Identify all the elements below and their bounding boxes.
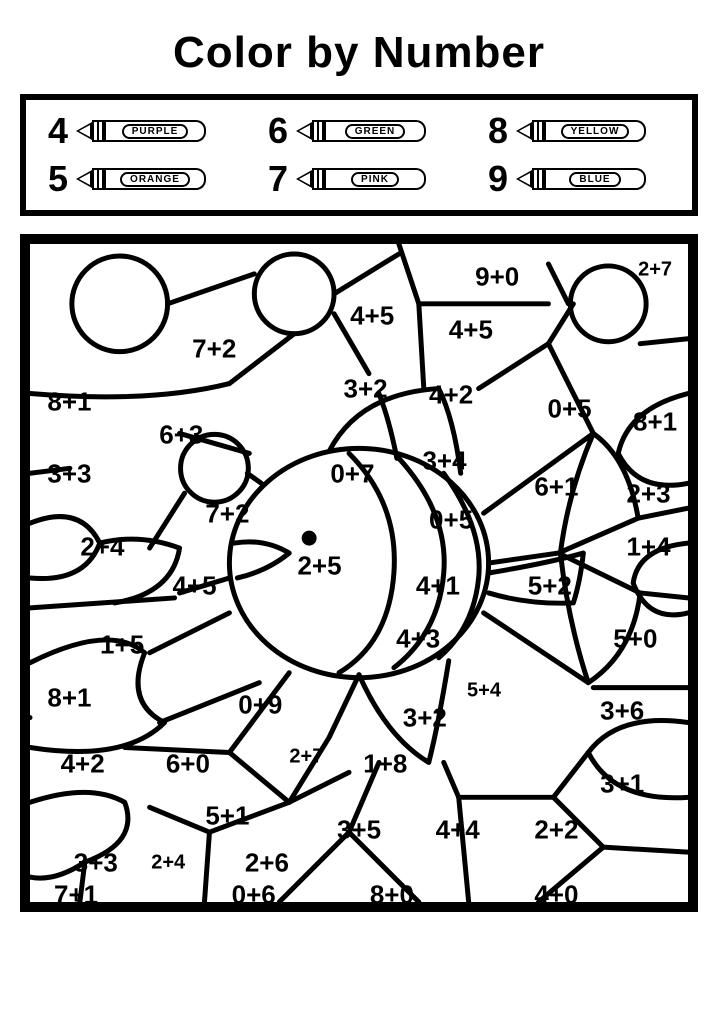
legend-number: 8 <box>480 110 508 152</box>
math-expression: 4+3 <box>396 623 440 654</box>
math-expression: 3+2 <box>344 373 388 404</box>
math-expression: 4+0 <box>534 880 578 911</box>
line-art <box>30 244 688 902</box>
math-expression: 3+2 <box>403 702 447 733</box>
crayon-label: GREEN <box>345 124 406 139</box>
math-expression: 5+4 <box>467 680 501 703</box>
legend-number: 7 <box>260 158 288 200</box>
math-expression: 8+1 <box>47 683 91 714</box>
math-expression: 1+4 <box>626 531 670 562</box>
math-expression: 1+8 <box>363 748 407 779</box>
math-expression: 0+5 <box>429 505 473 536</box>
math-expression: 5+2 <box>528 571 572 602</box>
crayon-icon: PINK <box>296 168 426 190</box>
math-expression: 1+5 <box>100 630 144 661</box>
math-expression: 6+3 <box>159 419 203 450</box>
math-expression: 3+6 <box>600 696 644 727</box>
math-expression: 3+3 <box>74 847 118 878</box>
math-expression: 2+3 <box>626 479 670 510</box>
math-expression: 9+0 <box>475 261 519 292</box>
crayon-label: BLUE <box>569 172 620 187</box>
math-expression: 5+0 <box>613 623 657 654</box>
math-expression: 4+5 <box>449 314 493 345</box>
math-expression: 5+1 <box>205 801 249 832</box>
math-expression: 0+7 <box>330 459 374 490</box>
math-expression: 3+3 <box>47 459 91 490</box>
math-expression: 7+2 <box>205 498 249 529</box>
page-title: Color by Number <box>20 28 698 78</box>
math-expression: 6+0 <box>166 748 210 779</box>
legend-item: 6 GREEN <box>260 110 458 152</box>
crayon-icon: GREEN <box>296 120 426 142</box>
legend-number: 6 <box>260 110 288 152</box>
crayon-icon: YELLOW <box>516 120 646 142</box>
math-expression: 7+2 <box>192 334 236 365</box>
math-expression: 8+1 <box>47 386 91 417</box>
math-expression: 4+2 <box>61 748 105 779</box>
math-expression: 8+1 <box>633 406 677 437</box>
math-expression: 2+4 <box>151 851 185 874</box>
crayon-icon: PURPLE <box>76 120 206 142</box>
math-expression: 2+6 <box>245 847 289 878</box>
coloring-puzzle: 9+0 2+7 4+5 4+5 7+2 8+1 3+2 4+2 6+3 0+5 8+1 3+3 0+7 3… <box>20 234 698 912</box>
math-expression: 0+5 <box>547 393 591 424</box>
math-expression: 2+7 <box>638 259 672 282</box>
legend-item: 8 YELLOW <box>480 110 678 152</box>
math-expression: 6+1 <box>534 472 578 503</box>
math-expression: 0+6 <box>232 880 276 911</box>
math-expression: 2+2 <box>534 814 578 845</box>
crayon-icon: BLUE <box>516 168 646 190</box>
legend-item: 9 BLUE <box>480 158 678 200</box>
legend-item: 5 ORANGE <box>40 158 238 200</box>
math-expression: 7+1 <box>54 880 98 911</box>
crayon-label: YELLOW <box>561 124 630 139</box>
legend-number: 4 <box>40 110 68 152</box>
math-expression: 4+5 <box>350 301 394 332</box>
crayon-label: PURPLE <box>122 124 189 139</box>
color-legend: 4 PURPLE 6 GREEN 8 YELLOW 5 ORANGE 7 PINK 9 BLUE <box>20 94 698 216</box>
math-expression: 3+1 <box>600 768 644 799</box>
crayon-icon: ORANGE <box>76 168 206 190</box>
math-expression: 4+2 <box>429 380 473 411</box>
legend-item: 7 PINK <box>260 158 458 200</box>
math-expression: 2+7 <box>289 746 323 769</box>
math-expression: 8+0 <box>370 880 414 911</box>
legend-number: 9 <box>480 158 508 200</box>
math-expression: 3+4 <box>422 446 466 477</box>
legend-number: 5 <box>40 158 68 200</box>
math-expression: 4+5 <box>172 571 216 602</box>
math-expression: 3+5 <box>337 814 381 845</box>
math-expression: 4+1 <box>416 571 460 602</box>
legend-item: 4 PURPLE <box>40 110 238 152</box>
math-expression: 0+9 <box>238 689 282 720</box>
crayon-label: ORANGE <box>120 172 190 187</box>
math-expression: 2+4 <box>80 531 124 562</box>
math-expression: 4+4 <box>436 814 480 845</box>
crayon-label: PINK <box>351 172 399 187</box>
math-expression: 2+5 <box>297 551 341 582</box>
